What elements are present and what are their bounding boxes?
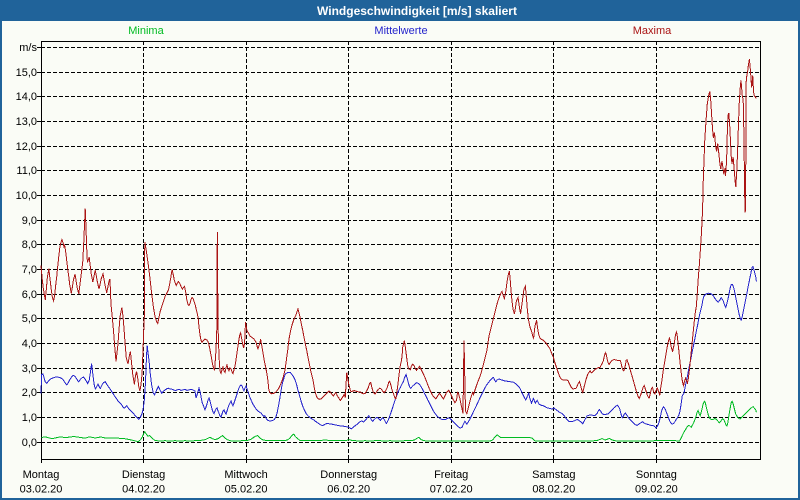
svg-text:11,0: 11,0 [16,165,37,177]
svg-text:2,0: 2,0 [22,387,37,399]
svg-text:13,0: 13,0 [16,116,37,128]
svg-text:07.02.20: 07.02.20 [430,484,473,496]
svg-text:m/s: m/s [19,42,37,54]
svg-text:6,0: 6,0 [22,289,37,301]
svg-text:Dienstag: Dienstag [122,469,165,481]
svg-text:06.02.20: 06.02.20 [327,484,370,496]
svg-text:10,0: 10,0 [16,190,37,202]
svg-text:03.02.20: 03.02.20 [20,484,63,496]
svg-text:Windgeschwindigkeit [m/s] skal: Windgeschwindigkeit [m/s] skaliert [317,4,517,18]
svg-text:Mittwoch: Mittwoch [224,469,267,481]
svg-text:04.02.20: 04.02.20 [122,484,165,496]
svg-text:Sonntag: Sonntag [636,469,677,481]
svg-text:Samstag: Samstag [532,469,575,481]
svg-text:Mittelwerte: Mittelwerte [374,25,427,37]
svg-text:Montag: Montag [23,469,60,481]
svg-text:15,0: 15,0 [16,67,37,79]
svg-text:5,0: 5,0 [22,313,37,325]
svg-text:08.02.20: 08.02.20 [532,484,575,496]
svg-text:4,0: 4,0 [22,338,37,350]
svg-text:8,0: 8,0 [22,239,37,251]
svg-text:7,0: 7,0 [22,264,37,276]
svg-text:0,0: 0,0 [22,437,37,449]
svg-text:14,0: 14,0 [16,91,37,103]
svg-text:3,0: 3,0 [22,363,37,375]
svg-text:Minima: Minima [128,25,164,37]
svg-text:12,0: 12,0 [16,141,37,153]
svg-text:09.02.20: 09.02.20 [635,484,678,496]
svg-text:1,0: 1,0 [22,412,37,424]
svg-text:Maxima: Maxima [633,25,672,37]
svg-text:9,0: 9,0 [22,215,37,227]
svg-text:Donnerstag: Donnerstag [320,469,377,481]
svg-text:Freitag: Freitag [434,469,468,481]
svg-text:05.02.20: 05.02.20 [225,484,268,496]
